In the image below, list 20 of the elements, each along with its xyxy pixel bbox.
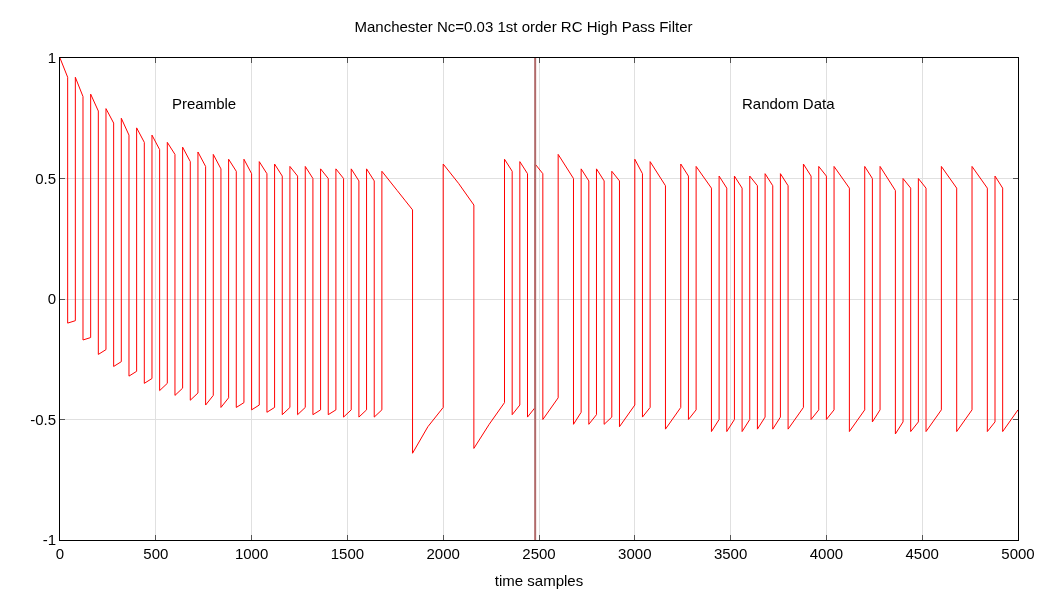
x-tick-label: 3000 — [618, 545, 652, 562]
line-series — [60, 58, 1018, 454]
x-tick-label: 1500 — [330, 545, 365, 562]
y-tick-label: 1 — [47, 49, 56, 67]
y-tick-label: 0 — [47, 290, 56, 308]
x-tick-label: 3500 — [713, 545, 748, 562]
annotation: Random Data — [742, 95, 836, 112]
x-tick-label: 2000 — [426, 545, 460, 562]
x-axis-title: time samples — [494, 572, 584, 589]
y-tick-label: 0.5 — [35, 169, 56, 187]
y-tick-label: -1 — [42, 531, 56, 549]
chart-title: Manchester Nc=0.03 1st order RC High Pass Filter — [354, 18, 693, 36]
y-tick-label: -0.5 — [30, 410, 56, 428]
annotation: Preamble — [172, 95, 237, 112]
x-tick-label: 2500 — [522, 545, 556, 562]
x-tick-label: 500 — [143, 545, 169, 562]
x-tick-label: 4500 — [905, 545, 939, 562]
x-tick-label: 5000 — [1001, 545, 1035, 562]
x-tick-label: 1000 — [234, 545, 269, 562]
x-tick-label: 4000 — [809, 545, 844, 562]
